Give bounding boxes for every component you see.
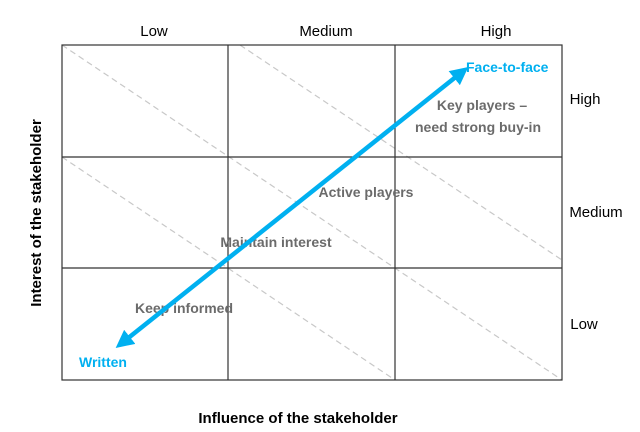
x-tick-high: High xyxy=(481,23,512,40)
arrow-end-label: Face-to-face xyxy=(466,59,549,75)
double-arrow xyxy=(115,66,469,349)
zone-key-players-line2: need strong buy-in xyxy=(415,119,541,135)
zone-active-players: Active players xyxy=(319,184,414,200)
y-tick-low: Low xyxy=(570,316,598,333)
y-tick-high: High xyxy=(570,91,601,108)
arrow-start-label: Written xyxy=(79,354,127,370)
diagonal-upper xyxy=(239,44,563,261)
zone-key-players-line1: Key players – xyxy=(437,97,527,113)
zone-keep-informed: Keep informed xyxy=(135,300,233,316)
y-axis-label: Interest of the stakeholder xyxy=(28,119,45,307)
grid-border xyxy=(61,44,563,381)
y-tick-medium: Medium xyxy=(569,204,622,221)
zone-maintain-interest: Maintain interest xyxy=(220,234,332,250)
x-tick-medium: Medium xyxy=(299,23,352,40)
x-axis-label: Influence of the stakeholder xyxy=(198,410,397,427)
x-tick-low: Low xyxy=(140,23,168,40)
